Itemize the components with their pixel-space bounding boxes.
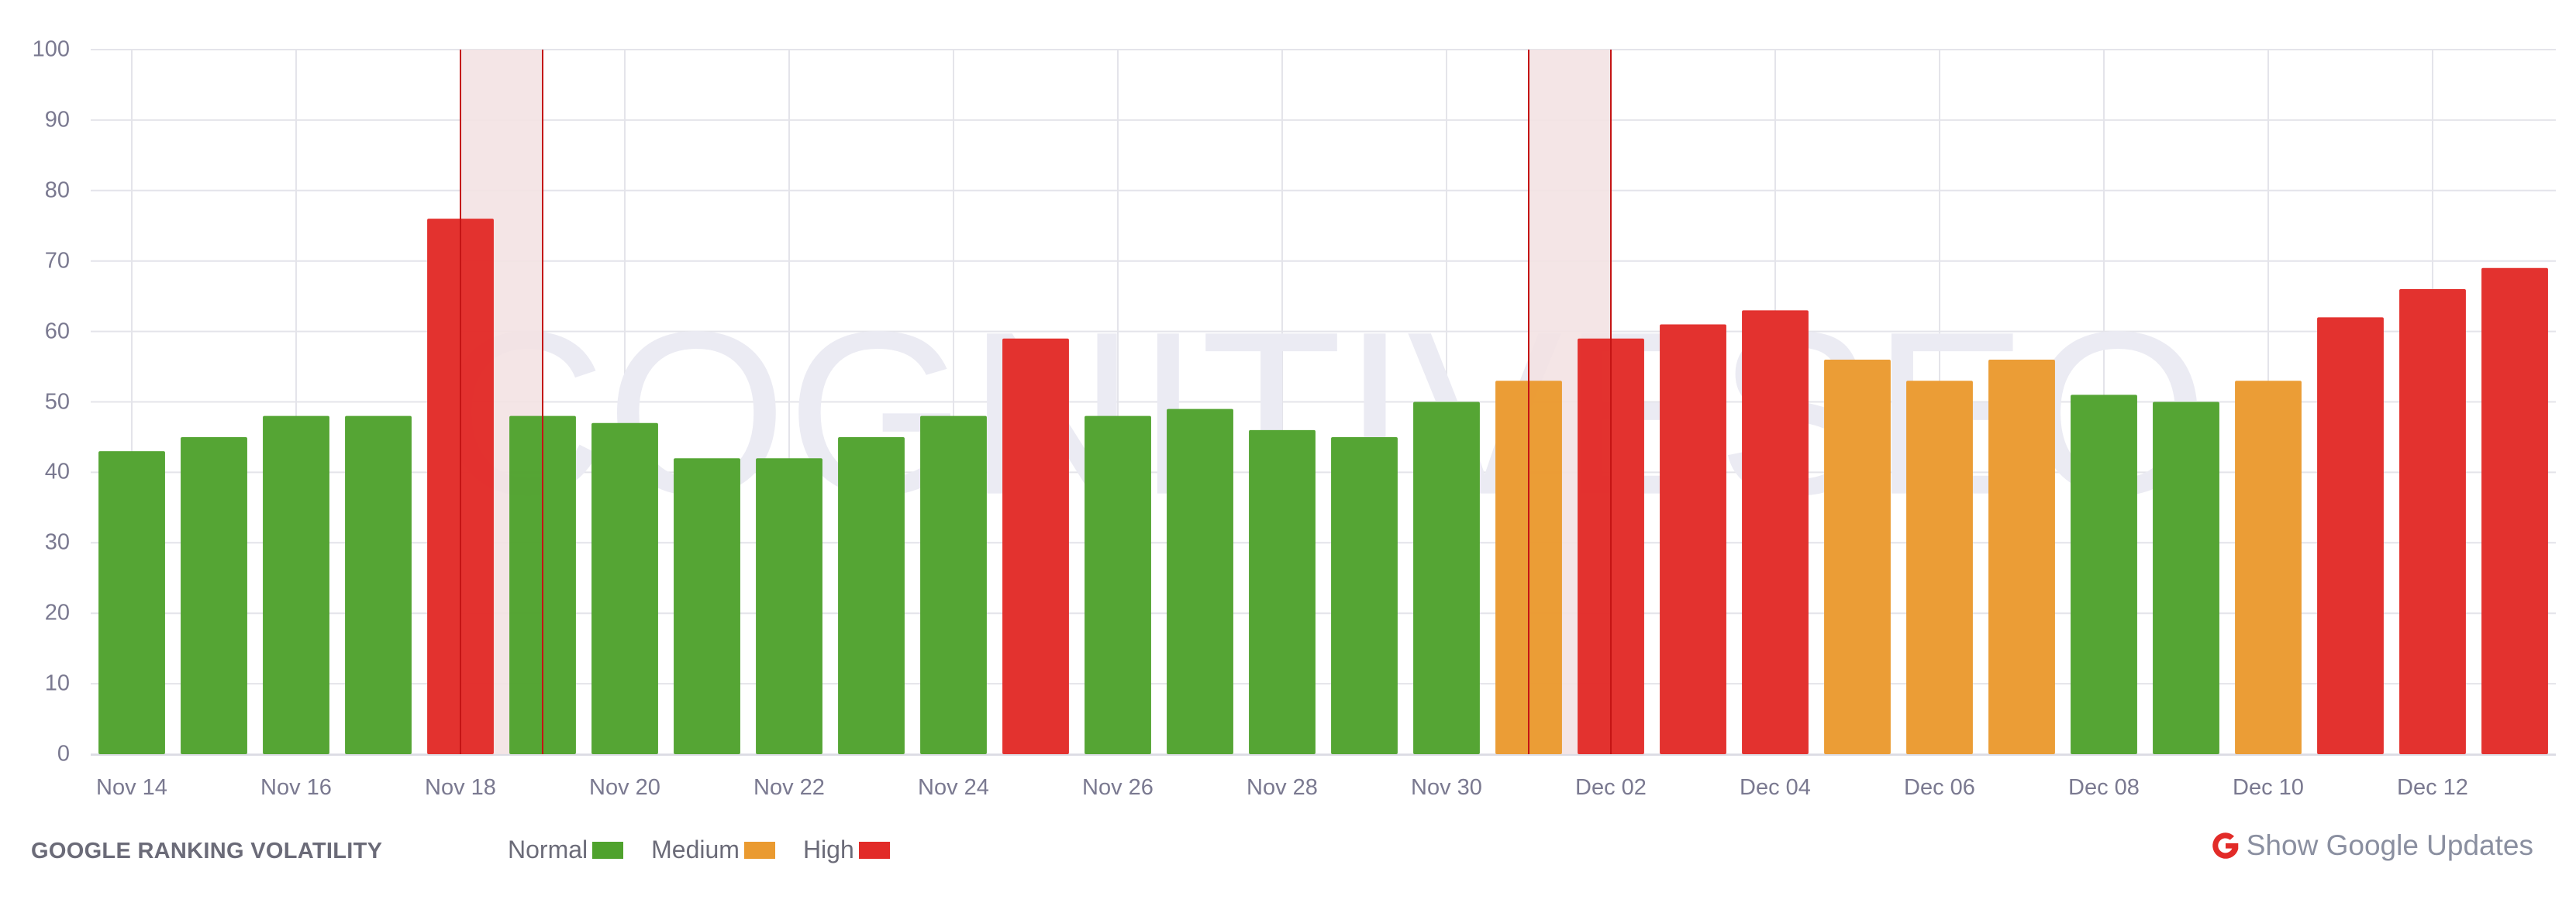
bar-nov-23[interactable] bbox=[838, 436, 905, 754]
bar-nov-21[interactable] bbox=[674, 458, 740, 754]
bar-dec-11[interactable] bbox=[2317, 317, 2384, 754]
y-tick-label: 70 bbox=[44, 248, 70, 274]
bar-nov-15[interactable] bbox=[181, 436, 247, 754]
y-tick-label: 10 bbox=[44, 670, 70, 696]
legend-item-medium[interactable]: Medium bbox=[651, 836, 775, 864]
legend-label-high: High bbox=[802, 836, 854, 863]
y-tick-label: 30 bbox=[44, 529, 70, 555]
bar-nov-30[interactable] bbox=[1413, 402, 1480, 755]
chart-title: GOOGLE RANKING VOLATILITY bbox=[31, 839, 383, 863]
bar-nov-28[interactable] bbox=[1249, 429, 1316, 754]
x-tick-label: Dec 08 bbox=[2068, 775, 2140, 800]
bar-nov-22[interactable] bbox=[756, 458, 822, 754]
legend-label-medium: Medium bbox=[651, 836, 740, 863]
x-tick-label: Dec 06 bbox=[1904, 775, 1975, 800]
bar-dec-13[interactable] bbox=[2481, 267, 2548, 754]
y-tick-label: 40 bbox=[44, 459, 70, 484]
bar-nov-14[interactable] bbox=[98, 451, 165, 754]
bar-dec-03[interactable] bbox=[1660, 324, 1726, 754]
bar-dec-12[interactable] bbox=[2399, 289, 2466, 754]
y-tick-label: 20 bbox=[44, 600, 70, 626]
y-tick-label: 100 bbox=[32, 36, 70, 62]
legend-label-normal: Normal bbox=[508, 836, 588, 863]
bar-dec-06[interactable] bbox=[1906, 381, 1973, 754]
bar-nov-25[interactable] bbox=[1002, 338, 1069, 754]
bar-nov-29[interactable] bbox=[1331, 436, 1398, 754]
bar-nov-17[interactable] bbox=[345, 415, 412, 754]
bar-dec-04[interactable] bbox=[1742, 310, 1809, 755]
bar-nov-27[interactable] bbox=[1167, 408, 1233, 754]
bar-nov-20[interactable] bbox=[591, 422, 658, 754]
x-tick-label: Nov 30 bbox=[1411, 775, 1482, 800]
google-g-icon bbox=[2212, 832, 2239, 859]
y-tick-label: 0 bbox=[57, 741, 70, 767]
x-tick-label: Dec 02 bbox=[1575, 775, 1647, 800]
bar-nov-24[interactable] bbox=[920, 415, 987, 754]
show-google-updates-button[interactable]: Show Google Updates bbox=[2209, 829, 2533, 862]
x-tick-label: Nov 24 bbox=[918, 775, 989, 800]
x-tick-label: Nov 22 bbox=[753, 775, 825, 800]
x-tick-label: Dec 04 bbox=[1740, 775, 1811, 800]
x-tick-label: Nov 26 bbox=[1082, 775, 1154, 800]
bar-dec-08[interactable] bbox=[2071, 395, 2137, 754]
bar-nov-16[interactable] bbox=[263, 415, 329, 754]
x-tick-label: Nov 18 bbox=[425, 775, 496, 800]
legend: Normal Medium High bbox=[508, 836, 918, 864]
x-tick-label: Dec 12 bbox=[2397, 775, 2468, 800]
x-tick-label: Nov 14 bbox=[96, 775, 167, 800]
legend-swatch-medium bbox=[743, 841, 775, 859]
bar-dec-07[interactable] bbox=[1988, 359, 2055, 754]
x-tick-label: Nov 20 bbox=[589, 775, 660, 800]
bar-dec-10[interactable] bbox=[2235, 381, 2302, 754]
y-tick-label: 60 bbox=[44, 319, 70, 344]
x-tick-label: Nov 16 bbox=[260, 775, 332, 800]
y-tick-label: 50 bbox=[44, 389, 70, 414]
legend-swatch-high bbox=[858, 841, 890, 859]
y-tick-label: 80 bbox=[44, 177, 70, 203]
bar-dec-05[interactable] bbox=[1824, 359, 1891, 754]
bar-dec-09[interactable] bbox=[2153, 402, 2219, 755]
legend-item-high[interactable]: High bbox=[803, 836, 890, 864]
legend-item-normal[interactable]: Normal bbox=[508, 836, 624, 864]
x-tick-label: Nov 28 bbox=[1247, 775, 1318, 800]
x-tick-label: Dec 10 bbox=[2233, 775, 2304, 800]
legend-swatch-normal bbox=[592, 841, 624, 859]
bar-nov-26[interactable] bbox=[1085, 415, 1151, 754]
y-tick-label: 90 bbox=[44, 107, 70, 133]
show-google-updates-label: Show Google Updates bbox=[2246, 829, 2533, 861]
